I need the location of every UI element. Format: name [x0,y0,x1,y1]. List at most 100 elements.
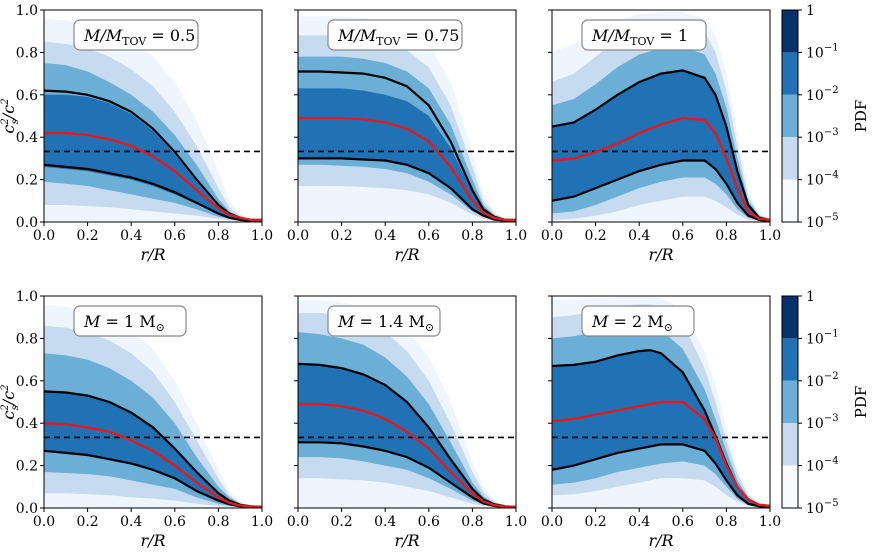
plot-area [552,296,770,508]
colorbar-tick-label: 10−4 [806,456,839,475]
x-tick-label: 0.4 [120,228,142,244]
lower-bound-line [298,157,516,222]
annotation-label: M/MTOV = 0.5 [83,26,195,48]
x-tick-label: 0.0 [33,228,55,244]
x-tick-label: 0.2 [330,514,352,530]
x-tick-label: 0.4 [628,514,650,530]
y-axis-label: c2s/c2 [0,384,21,419]
y-tick-label: 0.0 [16,501,38,517]
median-line [44,422,262,508]
y-tick-label: 0.8 [16,331,38,347]
x-tick-label: 0.2 [76,514,98,530]
annotation-box [581,305,695,337]
y-axis-label: c2s/c2 [0,98,21,133]
colorbar-segment [782,10,798,53]
lower-bound-line [44,163,262,222]
x-tick-label: 0.4 [120,514,142,530]
x-tick-label: 0.8 [715,514,737,530]
median-line [298,402,516,508]
panel-top-left: 0.0 0.2 0.4 0.6 0.8 1.0 0.0 0.2 0.4 0.6 0.8 1.0 r/R c… [0,3,273,264]
x-tick-label: 1.0 [505,514,527,530]
x-tick-label: 0.6 [672,514,694,530]
axes-frame [43,9,263,223]
x-tick-label: 0.0 [541,514,563,530]
colorbar-tick-label: 10−5 [806,212,839,231]
y-tick-label: 0.6 [16,374,38,390]
y-tick-label: 0.4 [16,416,38,432]
colorbar-segment [782,52,798,95]
x-tick-label: 0.0 [33,514,55,530]
x-tick-label: 1.0 [505,228,527,244]
upper-bound-line [552,69,770,221]
x-tick-label: 0.2 [584,228,606,244]
axes-frame [551,9,771,223]
panel-bottom-middle: 0.0 0.2 0.4 0.6 0.8 1.0 r/R M = 1.4 M⊙ [287,295,527,550]
annotation-box [327,305,441,337]
pdf-band-dark [552,350,770,507]
x-tick-label: 0.6 [418,228,440,244]
y-tick-label: 1.0 [16,289,38,305]
x-tick-label: 1.0 [759,514,781,530]
annotation-label: M/MTOV = 1 [591,26,688,48]
colorbar-segment [782,179,798,222]
x-tick-label: 0.0 [287,514,309,530]
x-axis-label: r/R [648,245,673,264]
y-tick-label: 0.2 [16,459,38,475]
colorbar-segment [782,465,798,508]
x-tick-label: 0.8 [207,514,229,530]
x-axis-label: r/R [140,245,165,264]
colorbar-tick-label: 1 [806,3,815,19]
colorbar-tick-label: 10−3 [806,413,839,432]
x-tick-label: 0.8 [207,228,229,244]
axes-frame [551,295,771,509]
x-tick-label: 0.2 [76,228,98,244]
colorbar-tick-label: 10−2 [806,371,839,390]
x-tick-label: 0.0 [287,228,309,244]
x-tick-label: 0.2 [330,228,352,244]
x-axis-label: r/R [394,245,419,264]
x-axis-label: r/R [648,531,673,550]
lower-bound-line [552,159,770,222]
x-axis-label: r/R [394,531,419,550]
annotation-label: M = 2 M⊙ [591,312,673,334]
colorbar-tick-label: 10−2 [806,85,839,104]
colorbar-segment [782,137,798,180]
x-tick-label: 0.2 [584,514,606,530]
axes-frame [43,295,263,509]
colorbar-tick-label: 10−5 [806,498,839,517]
colorbar-tick-label: 1 [806,289,815,305]
x-tick-label: 0.4 [628,228,650,244]
annotation-box [327,19,463,51]
annotation-label: M = 1.4 M⊙ [337,312,434,334]
colorbar-segment [782,423,798,466]
x-axis-label: r/R [140,531,165,550]
axes-frame [297,295,517,509]
x-tick-label: 0.6 [418,514,440,530]
colorbar-segment [782,338,798,381]
y-tick-label: 0.0 [16,215,38,231]
colorbar-segment [782,296,798,339]
pdf-band-dark [44,391,262,508]
median-line [552,400,770,508]
colorbar-tick-label: 10−1 [806,328,839,347]
y-tick-label: 1.0 [16,3,38,19]
x-tick-label: 0.6 [164,228,186,244]
y-tick-label: 0.8 [16,45,38,61]
median-line [298,116,516,222]
y-tick-label: 0.6 [16,88,38,104]
x-tick-label: 1.0 [759,228,781,244]
x-tick-label: 0.6 [164,514,186,530]
colorbar-label: PDF [852,100,870,133]
colorbar-top: 1 10−1 10−2 10−3 10−4 10−5 PDF [781,3,870,231]
x-tick-label: 1.0 [251,514,273,530]
colorbar-frame [781,295,799,509]
colorbar-tick-label: 10−1 [806,42,839,61]
colorbar-label: PDF [852,386,870,419]
annotation-box [73,305,187,337]
colorbar-tick-label: 10−4 [806,170,839,189]
panel-bottom-right: 0.0 0.2 0.4 0.6 0.8 1.0 r/R M = 2 M⊙ [541,295,781,550]
x-tick-label: 0.8 [461,514,483,530]
pdf-band-dark [298,88,516,221]
y-tick-label: 0.4 [16,130,38,146]
